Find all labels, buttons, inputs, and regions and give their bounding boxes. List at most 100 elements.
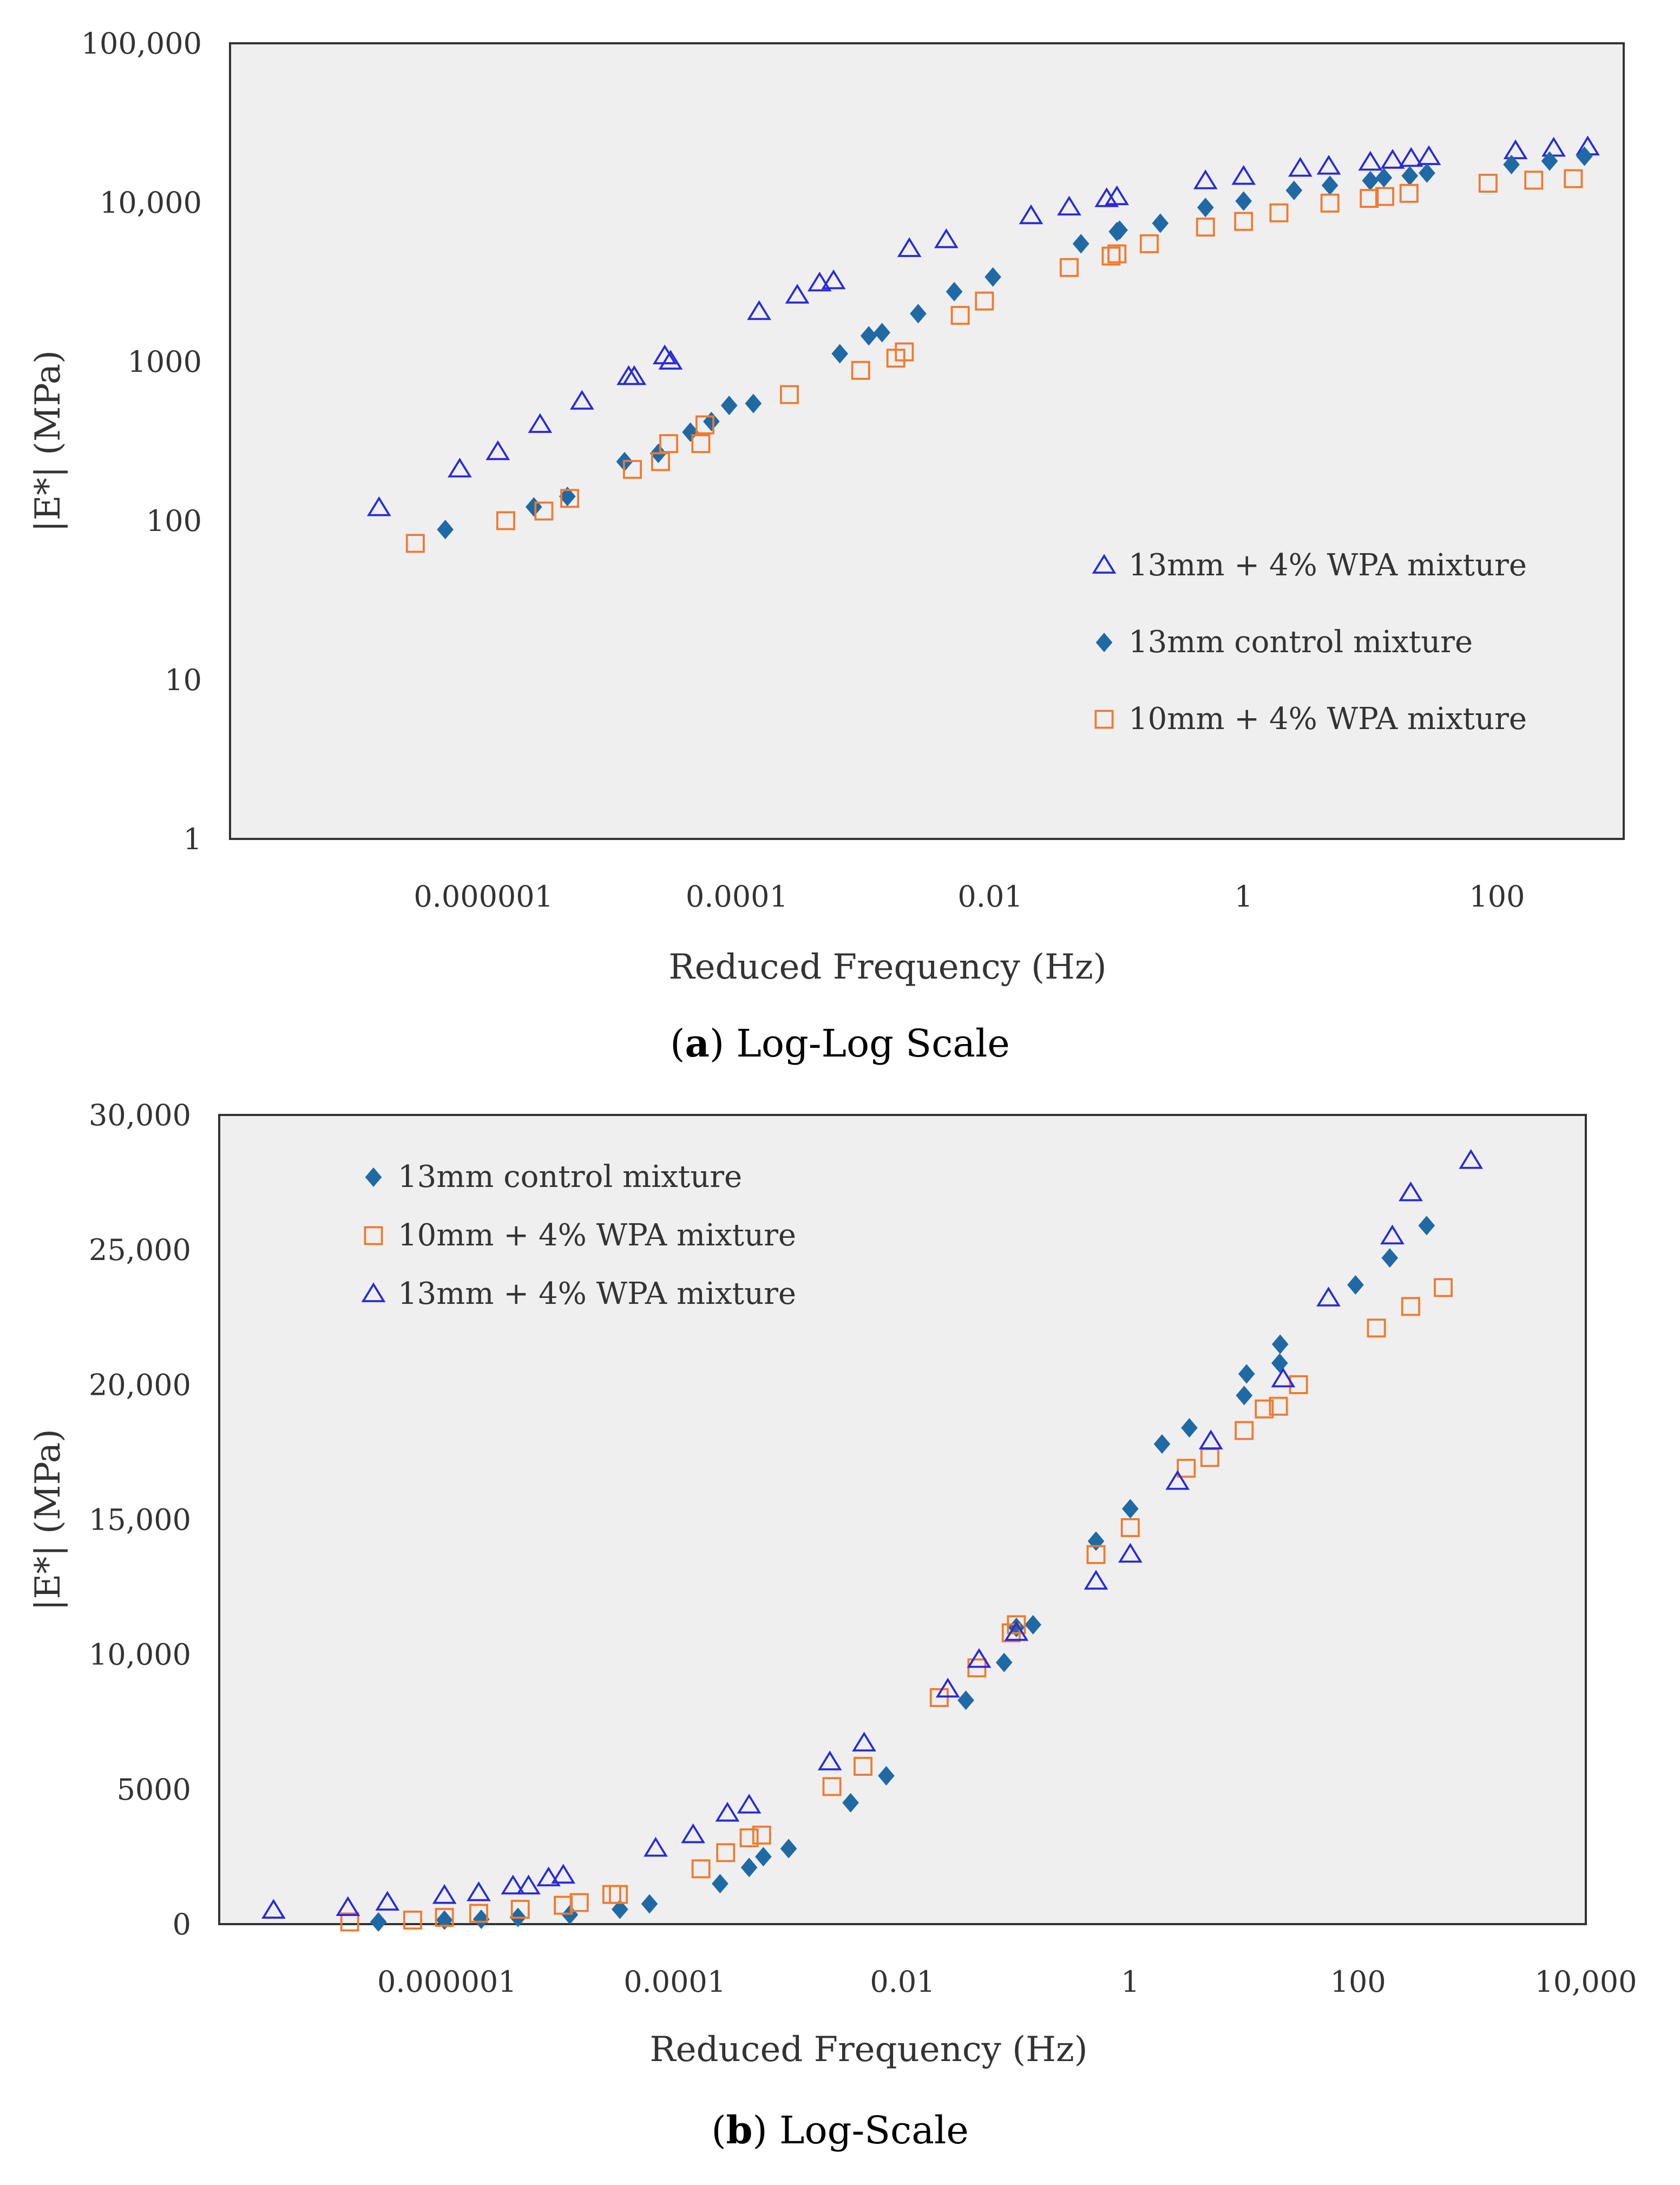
data-point [1271, 1367, 1296, 1388]
data-point [609, 1885, 628, 1904]
data-point [1094, 187, 1119, 207]
data-point [878, 1766, 895, 1786]
data-point [559, 487, 576, 507]
data-point [612, 1899, 628, 1919]
data-point [851, 360, 870, 380]
data-point [852, 1731, 876, 1752]
legend-label: 10mm + 4% WPA mixture [1128, 701, 1527, 737]
data-point [1197, 198, 1214, 218]
data-point [1375, 187, 1394, 206]
data-point [967, 1648, 992, 1668]
data-point [712, 1874, 729, 1894]
data-point [807, 271, 832, 292]
data-point [644, 1836, 668, 1857]
y-tick-label: 25,000 [89, 1233, 191, 1267]
legend-item-13mm-control-mixture: 13mm control mixture [1095, 625, 1473, 660]
data-point [854, 1756, 873, 1776]
data-point [1401, 166, 1419, 186]
data-point [1101, 246, 1121, 266]
data-point [496, 511, 515, 530]
data-point [821, 269, 846, 290]
data-point [1111, 220, 1128, 240]
legend-b: 13mm control mixture 10mm + 4% WPA mixtur… [361, 1159, 796, 1311]
data-point [1434, 1278, 1453, 1297]
data-point [780, 385, 799, 404]
caption-letter-a: a [685, 1021, 709, 1066]
legend-marker [364, 1226, 383, 1245]
data-point [1320, 193, 1340, 213]
data-point [975, 291, 994, 311]
data-point [405, 534, 425, 553]
data-point [929, 1688, 949, 1707]
data-points-b [261, 1149, 1484, 1932]
data-point [1347, 1275, 1364, 1295]
data-point [745, 393, 762, 414]
data-point [1358, 150, 1383, 171]
legend-item-10mm-4-wpa-mixture: 10mm + 4% WPA mixture [1094, 701, 1527, 737]
data-point [1153, 1434, 1171, 1454]
y-tick-label: 100 [146, 504, 202, 538]
data-point [1008, 1617, 1025, 1637]
y-tick-label: 5000 [117, 1773, 191, 1807]
data-point [1541, 151, 1558, 171]
y-tick-label: 10,000 [89, 1638, 191, 1672]
x-tick-label: 1 [1121, 1965, 1139, 1999]
data-point [755, 1847, 772, 1867]
legend-marker [365, 1167, 382, 1187]
data-point [1285, 180, 1303, 200]
data-point [1524, 170, 1544, 190]
data-point [752, 1826, 771, 1845]
data-point [995, 1652, 1013, 1672]
caption-a: (a) Log-Log Scale [670, 1021, 1010, 1066]
data-point [842, 1793, 859, 1813]
data-point [536, 1866, 561, 1887]
data-point [897, 237, 922, 257]
legend-label: 13mm + 4% WPA mixture [1128, 548, 1527, 583]
data-point [780, 1839, 797, 1859]
data-point [1181, 1418, 1198, 1438]
data-point [1234, 212, 1254, 231]
data-point [1269, 203, 1289, 222]
data-points-a [366, 135, 1600, 553]
data-point [822, 1777, 842, 1796]
data-point [895, 342, 914, 362]
data-point [1321, 175, 1338, 195]
data-point [1271, 1353, 1288, 1373]
data-point [1459, 1149, 1484, 1169]
x-tick-label: 0.000001 [377, 1965, 517, 1999]
y-tick-labels-b: 0 5000 10,000 15,000 20,000 25,000 30,000 [89, 1098, 191, 1941]
legend-marker [1092, 554, 1117, 574]
data-point [340, 1912, 359, 1932]
data-point [1503, 139, 1528, 160]
x-tick-labels-a: 0.000001 0.0001 0.01 1 100 [414, 880, 1525, 914]
data-point [1419, 163, 1435, 183]
data-point [740, 1858, 758, 1878]
data-point [1007, 1615, 1026, 1635]
data-point [1380, 149, 1405, 169]
data-point [1198, 1429, 1223, 1449]
plot-area-a [229, 42, 1625, 840]
data-point [1255, 1399, 1274, 1419]
data-point [1401, 1297, 1420, 1316]
data-point [1478, 174, 1498, 193]
data-point [1381, 1248, 1399, 1268]
data-point [681, 1823, 706, 1843]
data-point [785, 284, 810, 304]
data-point [641, 1894, 658, 1914]
y-tick-label: 1 [183, 822, 202, 856]
data-point [623, 460, 642, 479]
data-point [957, 1690, 974, 1710]
y-axis-label-a: |E*| (MPa) [28, 350, 68, 532]
x-tick-label: 100 [1330, 1965, 1386, 1999]
y-tick-label: 100,000 [81, 27, 202, 61]
plot-area-b [218, 1114, 1587, 1925]
data-point [1120, 1518, 1140, 1537]
data-point [1375, 168, 1393, 188]
data-point [1152, 213, 1169, 233]
data-point [467, 1881, 491, 1901]
data-point [652, 344, 677, 365]
data-point [1399, 183, 1419, 203]
data-point [472, 1909, 490, 1930]
data-point [691, 434, 711, 454]
